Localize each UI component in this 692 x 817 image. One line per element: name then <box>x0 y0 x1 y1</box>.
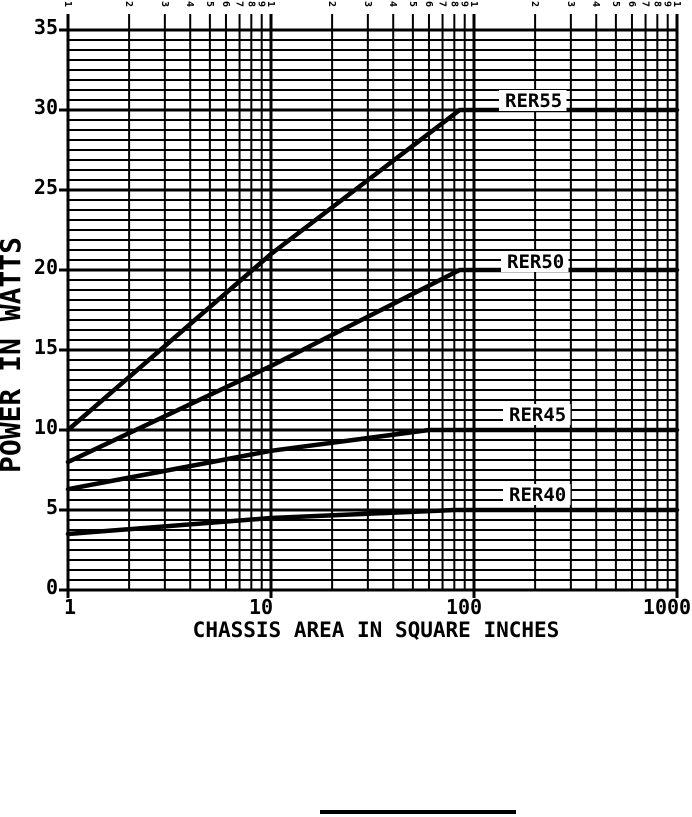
top-mantissa-digit: 4 <box>184 1 195 7</box>
series-RER55-curve <box>65 107 680 433</box>
top-mantissa-digit: 1 <box>265 1 276 7</box>
y-tick-label-20: 20 <box>34 255 58 279</box>
y-tick-label-15: 15 <box>34 335 58 359</box>
top-mantissa-digit: 6 <box>220 1 231 7</box>
series-RER50-label-box <box>501 251 569 272</box>
top-mantissa-digit: 5 <box>610 1 621 7</box>
top-mantissa-digit: 6 <box>423 1 434 7</box>
y-axis-title: POWER IN WATTS <box>0 237 27 473</box>
series-RER50-label: RER50 <box>507 251 564 273</box>
top-mantissa-digit: 3 <box>565 1 576 7</box>
series-curves <box>65 107 680 537</box>
series-RER40-label: RER40 <box>509 484 566 506</box>
top-mantissa-digit: 2 <box>123 1 134 7</box>
top-mantissa-digit: 2 <box>529 1 540 7</box>
x-tick-label-1000: 1000 <box>643 595 691 619</box>
series-RER45-label-box <box>503 404 571 425</box>
top-mantissa-digit: 5 <box>204 1 215 7</box>
x-tick-label-100: 100 <box>446 595 482 619</box>
y-tick-label-10: 10 <box>34 415 58 439</box>
y-tick-label-30: 30 <box>34 95 58 119</box>
top-mantissa-digit: 8 <box>448 1 459 7</box>
series-RER40-label-box <box>503 484 571 505</box>
top-mantissa-digit: 8 <box>245 1 256 7</box>
top-mantissa-digit: 1 <box>671 1 682 7</box>
top-mantissa-digit: 2 <box>326 1 337 7</box>
footer-rule <box>320 810 516 814</box>
y-tick-labels: 0 5 10 15 20 25 30 35 <box>34 15 58 599</box>
top-mantissa-digit: 4 <box>590 1 601 7</box>
series-RER45-label: RER45 <box>509 404 566 426</box>
y-tick-label-0: 0 <box>46 575 58 599</box>
y-tick-label-35: 35 <box>34 15 58 39</box>
series-RER55-label-box <box>499 90 567 111</box>
series-RER50-curve <box>65 267 680 465</box>
top-mantissa-digit: 4 <box>387 1 398 7</box>
top-mantissa-digit: 7 <box>234 1 245 7</box>
top-mantissa-labels: 1 2 3 4 5 6 7 8 91 2 3 4 5 6 7 8 91 2 3 4 5 6 7 8 91 <box>62 1 682 7</box>
x-tick-label-10: 10 <box>249 595 273 619</box>
x-axis-title: CHASSIS AREA IN SQUARE INCHES <box>193 618 560 642</box>
x-tick-labels: 1 10 100 1000 <box>64 595 691 619</box>
top-mantissa-digit: 7 <box>640 1 651 7</box>
top-mantissa-digit: 9 <box>256 1 267 7</box>
series-labels: RER55 RER50 RER45 RER40 <box>499 90 571 506</box>
top-mantissa-digit: 5 <box>407 1 418 7</box>
top-mantissa-digit: 9 <box>459 1 470 7</box>
top-mantissa-digit: 9 <box>662 1 673 7</box>
x-tick-label-1: 1 <box>64 595 76 619</box>
top-mantissa-digit: 3 <box>362 1 373 7</box>
series-RER40-curve <box>65 507 680 537</box>
top-mantissa-digit: 1 <box>468 1 479 7</box>
top-mantissa-digit: 3 <box>159 1 170 7</box>
top-mantissa-digit: 6 <box>626 1 637 7</box>
y-tick-label-5: 5 <box>46 495 58 519</box>
top-mantissa-digit: 7 <box>437 1 448 7</box>
top-mantissa-digit: 1 <box>62 1 73 7</box>
series-RER45-curve <box>65 427 680 492</box>
series-RER55-label: RER55 <box>505 90 562 112</box>
y-tick-label-25: 25 <box>34 175 58 199</box>
top-mantissa-digit: 8 <box>651 1 662 7</box>
